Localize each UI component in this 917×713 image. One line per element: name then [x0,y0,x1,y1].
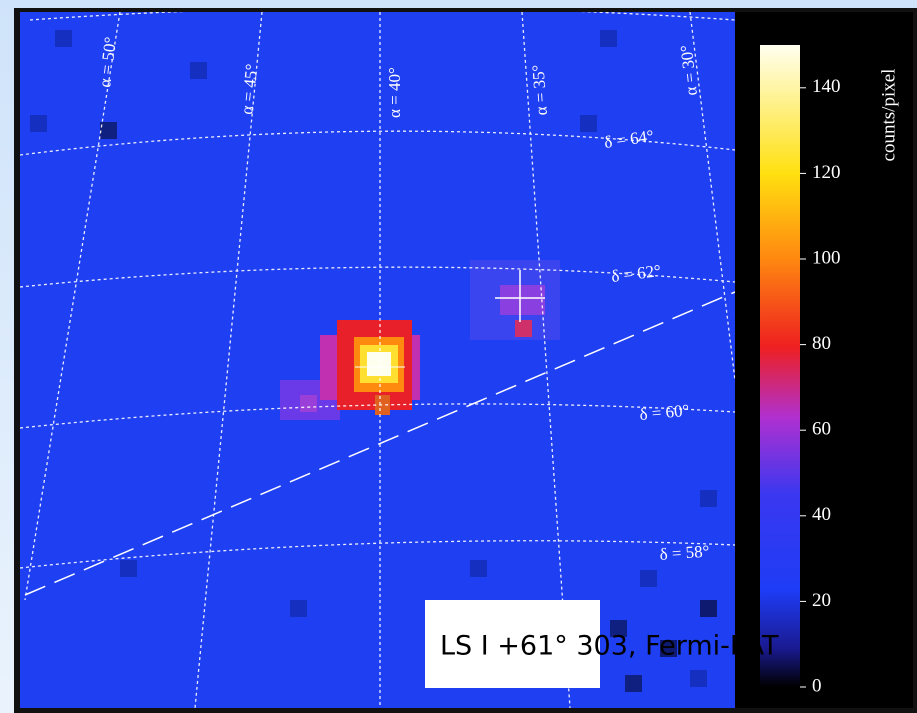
map-content [20,12,735,708]
dec-label: δ = 60° [639,401,690,424]
colorbar-tick-label: 60 [812,419,831,440]
galactic-plane [24,291,735,596]
ra-label: α = 35° [528,64,550,116]
colorbar-tick-label: 120 [812,162,841,183]
coordinate-grid [20,12,735,708]
markers [355,270,545,368]
caption-box [425,600,600,688]
colorbar-tick-label: 100 [812,247,841,268]
colorbar-tick-label: 40 [812,504,831,525]
colorbar [760,45,800,687]
colorbar-label: counts/pixel [878,69,899,162]
ra-label: α = 40° [385,67,404,118]
colorbar-tick-label: 20 [812,590,831,611]
noise-pixels [30,30,717,692]
colorbar-tick-label: 140 [812,76,841,97]
colorbar-tick-label: 80 [812,333,831,354]
caption: LS I +61° 303, Fermi-LAT [440,631,779,662]
dec-label: δ = 58° [659,542,710,564]
colorbar-tick-label: 0 [812,675,822,696]
